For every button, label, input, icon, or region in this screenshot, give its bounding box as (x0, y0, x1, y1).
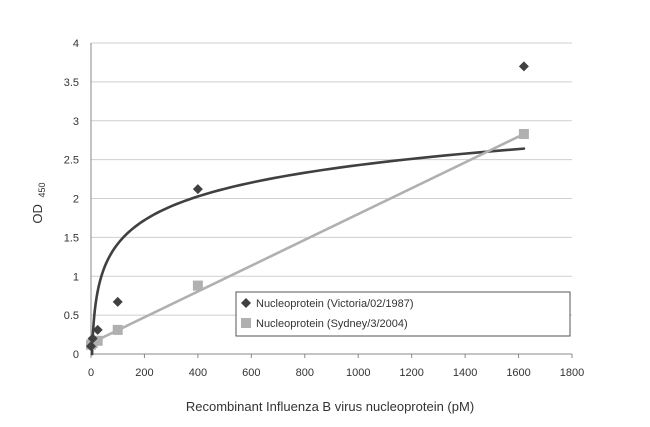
legend-label-victoria: Nucleoprotein (Victoria/02/1987) (256, 298, 414, 310)
point-victoria (86, 341, 96, 352)
x-tick-label: 0 (88, 367, 94, 379)
legend-box (235, 291, 571, 337)
y-axis-title-main: OD (30, 204, 45, 224)
x-tick-label: 200 (135, 367, 153, 379)
legend-marker-victoria (241, 298, 251, 308)
point-sydney (192, 280, 203, 291)
y-tick-label: 2 (73, 194, 79, 206)
gridlines (91, 42, 572, 316)
axes (90, 43, 573, 358)
x-tick-label: 800 (296, 367, 314, 379)
tick-labels: 0 0.5 1 1.5 2 2.5 3 3.5 4 0 200 400 600 800 1000 1200 14… (64, 38, 585, 379)
trendlines (89, 132, 526, 356)
legend-marker-sydney (241, 318, 251, 328)
point-sydney (518, 128, 529, 139)
y-tick-label: 1 (73, 271, 79, 283)
y-tick-label: 4 (73, 38, 79, 50)
x-tick-label: 1200 (399, 367, 423, 379)
point-sydney (92, 335, 103, 346)
point-victoria (192, 184, 203, 195)
point-victoria (87, 333, 98, 344)
y-axis-title-subscript: 450 (37, 182, 47, 197)
y-tick-label: 0.5 (64, 310, 79, 322)
x-tick-label: 1600 (506, 367, 530, 379)
x-axis-title: Recombinant Influenza B virus nucleoprot… (186, 399, 474, 414)
y-tick-label: 1.5 (64, 232, 79, 244)
y-axis-title: OD 450 (30, 182, 47, 223)
x-tick-label: 1800 (560, 367, 584, 379)
x-tick-label: 1400 (453, 367, 477, 379)
svg-text:OD 450: OD 450 (30, 182, 47, 223)
point-victoria (112, 296, 123, 307)
x-tick-label: 400 (189, 367, 207, 379)
y-tick-label: 3.5 (64, 77, 79, 89)
y-tick-label: 2.5 (64, 155, 79, 167)
x-tick-label: 600 (242, 367, 260, 379)
data-points (86, 61, 529, 352)
trendline-series-0 (90, 147, 526, 356)
legend-label-sydney: Nucleoprotein (Sydney/3/2004) (256, 318, 408, 330)
trendline-series-1 (89, 132, 526, 345)
y-tick-label: 3 (73, 116, 79, 128)
legend: Nucleoprotein (Victoria/02/1987) Nucleop… (235, 291, 571, 337)
point-victoria (92, 324, 103, 335)
x-tick-label: 1000 (346, 367, 370, 379)
point-sydney (112, 324, 123, 335)
y-tick-label: 0 (73, 349, 79, 361)
point-victoria (518, 61, 529, 72)
